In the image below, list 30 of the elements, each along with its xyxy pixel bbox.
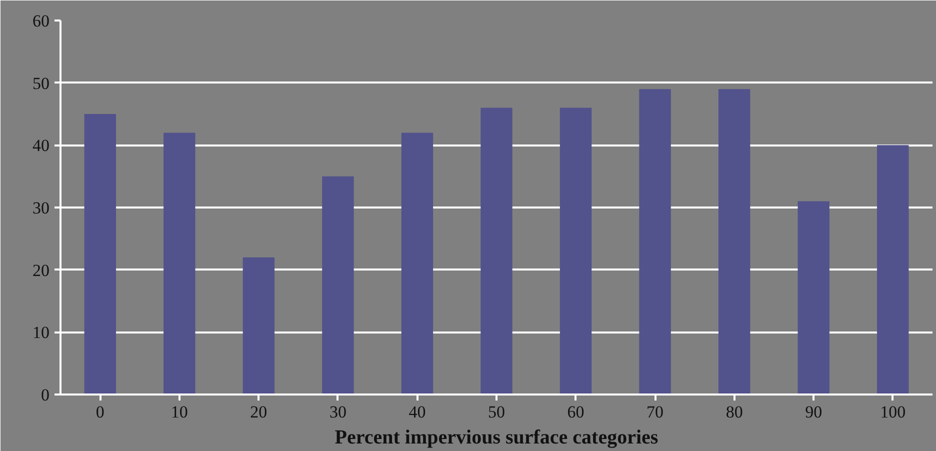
y-tick-label: 40	[32, 136, 50, 156]
x-tick-label: 60	[567, 402, 584, 422]
x-tick-label: 10	[170, 402, 188, 422]
x-tick-label: 50	[488, 402, 505, 422]
bar	[322, 176, 354, 394]
y-tick-label: 10	[32, 323, 50, 342]
x-tick-label: 40	[408, 402, 426, 422]
x-tick-label: 30	[329, 402, 346, 422]
bar	[639, 89, 671, 394]
bar	[164, 132, 196, 394]
bar	[798, 201, 830, 394]
bar	[401, 132, 434, 394]
bar	[84, 114, 116, 394]
x-tick-label: 80	[726, 402, 743, 422]
x-tick-label: 90	[805, 402, 822, 422]
x-tick-label: 20	[250, 402, 268, 422]
x-tick-label: 0	[96, 402, 104, 422]
bar	[560, 108, 592, 394]
bar	[242, 257, 275, 394]
bar	[718, 89, 750, 394]
y-tick-label: 60	[32, 12, 50, 30]
bar	[877, 145, 909, 394]
y-tick-label: 20	[32, 260, 50, 280]
x-tick-label: 70	[646, 402, 664, 422]
y-tick-label: 50	[32, 74, 50, 93]
y-tick-label: 30	[32, 198, 50, 218]
y-tick-label: 0	[41, 386, 50, 404]
bar	[480, 108, 512, 394]
x-tick-label: 100	[880, 402, 906, 422]
x-axis-title: Percent impervious surface categories	[334, 426, 658, 448]
